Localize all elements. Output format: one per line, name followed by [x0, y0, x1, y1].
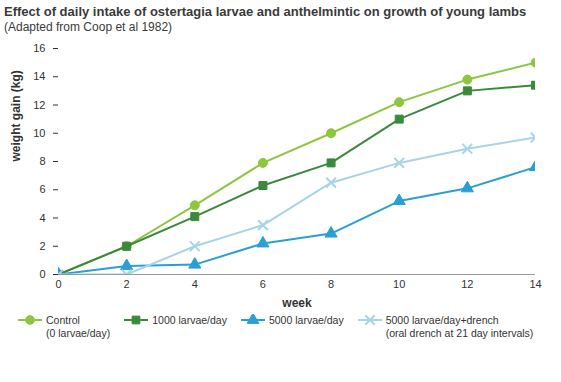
html-text:5000 larvae/day+drench: 5000 larvae/day+drench: [385, 314, 499, 326]
svg-text:0: 0: [55, 278, 61, 290]
svg-text:10: 10: [33, 127, 45, 139]
svg-text:4: 4: [192, 278, 198, 290]
svg-text:10: 10: [393, 278, 405, 290]
svg-text:2: 2: [39, 240, 45, 252]
svg-text:4: 4: [39, 212, 45, 224]
html-text:(0 larvae/day): (0 larvae/day): [46, 327, 111, 339]
svg-text:12: 12: [33, 99, 45, 111]
svg-text:14: 14: [529, 278, 541, 290]
html-text:5000 larvae/day: 5000 larvae/day: [268, 314, 344, 326]
svg-text:6: 6: [260, 278, 266, 290]
svg-text:8: 8: [328, 278, 334, 290]
html-text:(Adapted from Coop et al 1982): (Adapted from Coop et al 1982): [4, 20, 173, 34]
svg-text:14: 14: [33, 70, 45, 82]
html-text:1000 larvae/day: 1000 larvae/day: [152, 314, 227, 326]
svg-text:8: 8: [39, 155, 45, 167]
html-text:(oral drench at 21 day interva: (oral drench at 21 day intervals): [385, 327, 534, 339]
svg-text:16: 16: [33, 42, 45, 54]
svg-text:weight gain (kg): weight gain (kg): [9, 70, 23, 162]
svg-text:6: 6: [39, 183, 45, 195]
svg-text:12: 12: [461, 278, 473, 290]
svg-text:week: week: [281, 296, 312, 310]
html-text:Control: Control: [46, 314, 80, 326]
svg-text:0: 0: [39, 268, 45, 280]
html-text:Effect of daily intake of oste: Effect of daily intake of ostertagia lar…: [4, 4, 527, 19]
svg-text:2: 2: [124, 278, 130, 290]
